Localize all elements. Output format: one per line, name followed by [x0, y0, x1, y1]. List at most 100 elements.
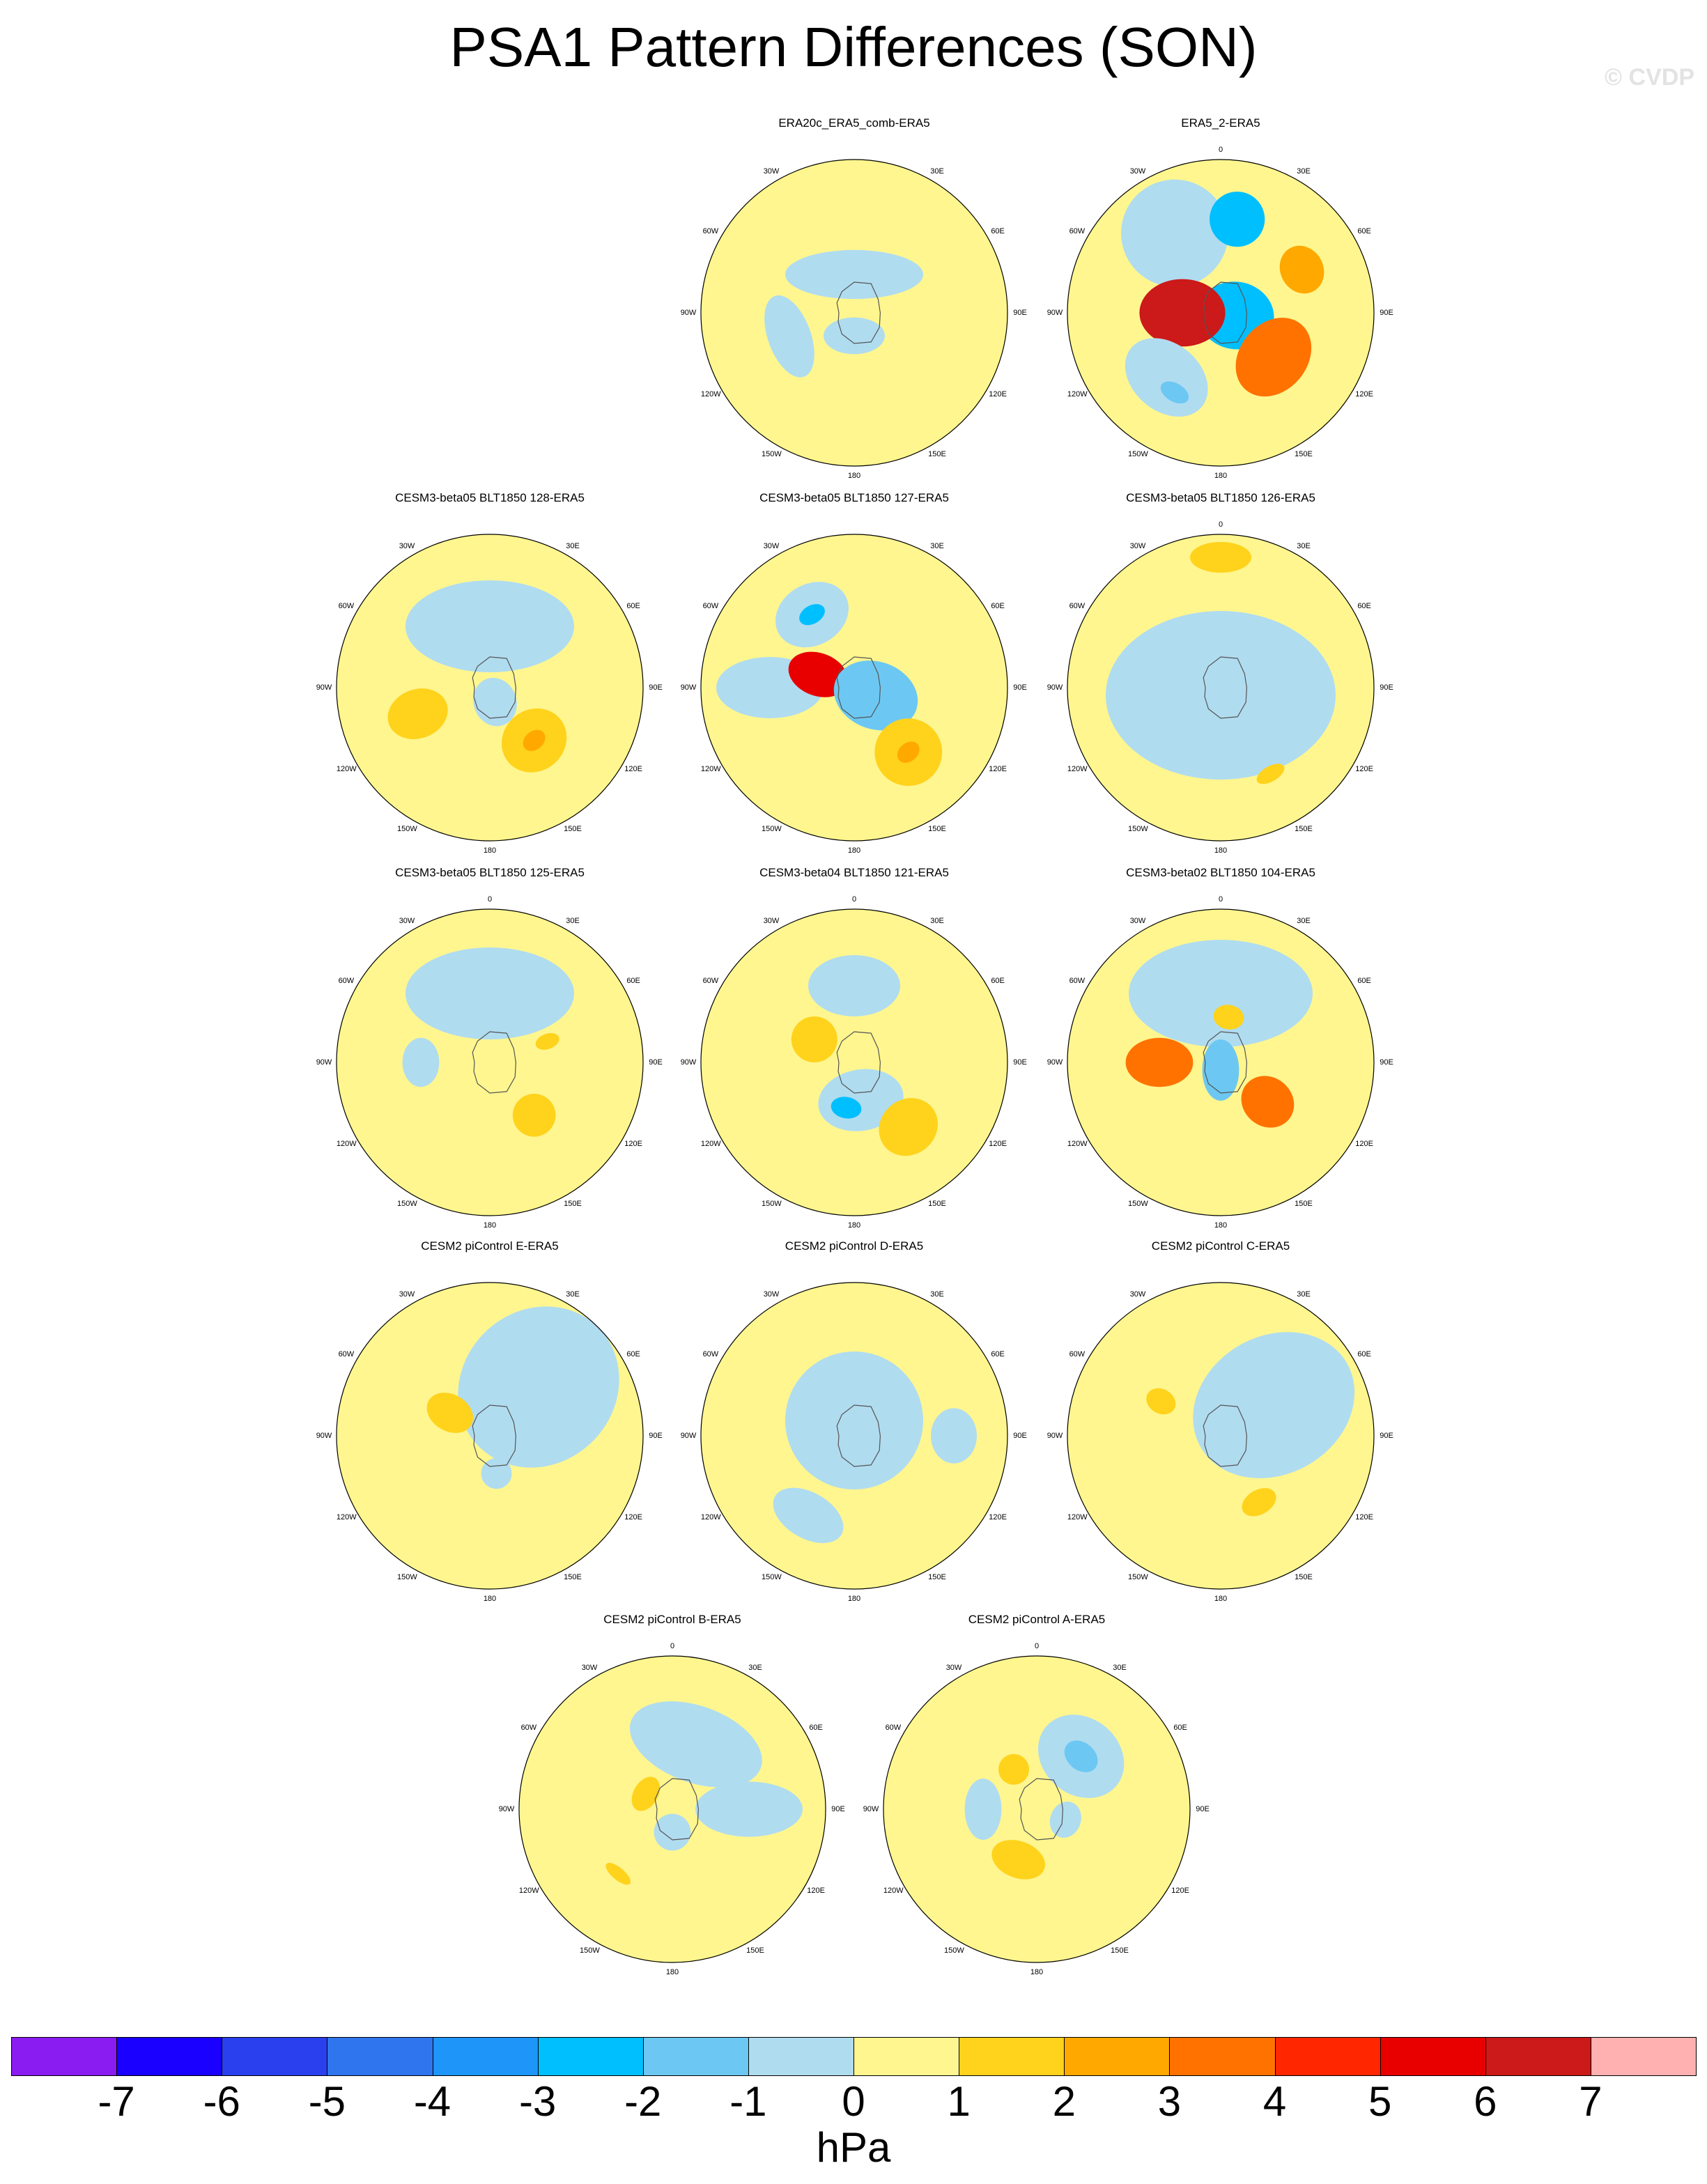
- panel-title: CESM2 piControl A-ERA5: [968, 1613, 1106, 1626]
- longitude-label: 90W: [680, 683, 697, 692]
- longitude-label: 150W: [1128, 1572, 1148, 1581]
- longitude-label: 90E: [649, 1432, 663, 1440]
- longitude-label: 120E: [989, 1513, 1007, 1521]
- map-background: [519, 1656, 826, 1962]
- longitude-label: 150E: [928, 1572, 946, 1581]
- anomaly-contour: [1121, 179, 1228, 287]
- longitude-label: 120W: [700, 1140, 721, 1148]
- polar-map: [1067, 1282, 1375, 1590]
- colorbar-swatch: [327, 2037, 433, 2076]
- panel-title: CESM3-beta05 BLT1850 125-ERA5: [395, 866, 585, 879]
- longitude-label: 120E: [1355, 390, 1373, 398]
- antarctica-coastline: [836, 656, 881, 719]
- anomaly-contour: [833, 660, 918, 731]
- colorbar-tick-label: -4: [413, 2078, 451, 2125]
- longitude-label: 30E: [566, 542, 580, 551]
- longitude-label: 150W: [1128, 1199, 1148, 1208]
- colorbar-swatch: [222, 2037, 328, 2076]
- colorbar-tick-label: -2: [624, 2078, 662, 2125]
- longitude-label: 0: [487, 895, 493, 904]
- longitude-label: 90E: [1013, 683, 1027, 692]
- map-border: [700, 534, 1008, 842]
- page-title: PSA1 Pattern Differences (SON): [449, 16, 1258, 78]
- anomaly-contour: [991, 1840, 1045, 1880]
- longitude-label: 180: [483, 1595, 497, 1603]
- longitude-label: 90W: [680, 309, 697, 317]
- longitude-label: 180: [1214, 472, 1228, 480]
- longitude-label: 150E: [1295, 449, 1313, 458]
- longitude-label: 90E: [1013, 1058, 1027, 1067]
- longitude-label: 30E: [930, 917, 944, 926]
- longitude-label: 150E: [1111, 1946, 1129, 1955]
- panel-title: CESM3-beta05 BLT1850 126-ERA5: [1126, 491, 1315, 504]
- antarctica-coastline: [836, 1031, 881, 1094]
- longitude-label: 120W: [336, 765, 357, 773]
- longitude-label: 150E: [1295, 824, 1313, 833]
- longitude-label: 180: [847, 1221, 861, 1230]
- anomaly-contour: [1256, 764, 1285, 784]
- antarctica-coastline: [836, 281, 881, 344]
- longitude-label: 90E: [1196, 1805, 1210, 1813]
- longitude-label: 60W: [338, 602, 355, 610]
- panel-title: CESM2 piControl B-ERA5: [603, 1613, 741, 1626]
- anomaly-contour: [764, 295, 814, 378]
- longitude-label: 180: [847, 846, 861, 855]
- colorbar-swatch: [1590, 2037, 1697, 2076]
- anomaly-contour: [1049, 1802, 1081, 1838]
- longitude-label: 0: [1218, 895, 1223, 904]
- longitude-label: 90W: [1046, 1432, 1063, 1440]
- longitude-label: 180: [665, 1968, 679, 1976]
- map-border: [1067, 908, 1375, 1216]
- longitude-label: 150E: [564, 1199, 582, 1208]
- panel-title: ERA20c_ERA5_comb-ERA5: [778, 116, 930, 130]
- longitude-label: 30E: [930, 542, 944, 551]
- anomaly-contour: [1106, 611, 1336, 780]
- longitude-label: 60E: [1357, 227, 1371, 235]
- colorbar-swatch: [1485, 2037, 1591, 2076]
- longitude-label: 30E: [1297, 917, 1311, 926]
- longitude-label: 0: [1218, 146, 1223, 154]
- longitude-label: 120E: [989, 390, 1007, 398]
- map-border: [1067, 534, 1375, 842]
- anomaly-contour: [831, 1097, 862, 1119]
- anomaly-contour: [681, 1724, 717, 1751]
- anomaly-contour: [631, 1776, 661, 1811]
- colorbar-tick-label: -1: [729, 2078, 767, 2125]
- longitude-label: 60W: [702, 1350, 719, 1358]
- longitude-label: 30W: [763, 542, 780, 551]
- panel-title: CESM2 piControl D-ERA5: [785, 1239, 924, 1253]
- polar-map: [700, 908, 1008, 1216]
- longitude-label: 150E: [564, 1572, 582, 1581]
- polar-map: [883, 1655, 1191, 1963]
- anomaly-contour: [799, 604, 825, 626]
- map-border: [518, 1655, 826, 1963]
- longitude-label: 60W: [1069, 977, 1086, 985]
- longitude-label: 30E: [930, 167, 944, 176]
- colorbar-swatch: [748, 2037, 854, 2076]
- colorbar-swatch: [1274, 2037, 1381, 2076]
- longitude-label: 150W: [762, 449, 782, 458]
- panel-title: CESM3-beta04 BLT1850 121-ERA5: [759, 866, 949, 879]
- colorbar-tick-label: -5: [308, 2078, 346, 2125]
- map-border: [883, 1655, 1191, 1963]
- longitude-label: 120E: [624, 1513, 642, 1521]
- colorbar-swatch: [642, 2037, 749, 2076]
- longitude-label: 60W: [1069, 227, 1086, 235]
- antarctica-coastline: [654, 1778, 700, 1841]
- longitude-label: 30W: [1129, 167, 1146, 176]
- panel-title: CESM2 piControl C-ERA5: [1151, 1239, 1290, 1253]
- anomaly-contour: [1241, 1076, 1295, 1128]
- longitude-label: 120E: [807, 1887, 825, 1895]
- anomaly-contour: [402, 1037, 440, 1087]
- anomaly-contour: [1279, 245, 1324, 294]
- colorbar-swatch: [11, 2037, 118, 2076]
- antarctica-coastline: [1203, 656, 1248, 719]
- longitude-label: 150E: [928, 824, 946, 833]
- longitude-label: 90E: [1380, 1432, 1393, 1440]
- longitude-label: 60E: [991, 977, 1005, 985]
- colorbar-tick-label: 3: [1157, 2078, 1182, 2125]
- colorbar-swatch: [1064, 2037, 1171, 2076]
- longitude-label: 90W: [316, 1432, 332, 1440]
- polar-map: [700, 534, 1008, 842]
- longitude-label: 150E: [746, 1946, 764, 1955]
